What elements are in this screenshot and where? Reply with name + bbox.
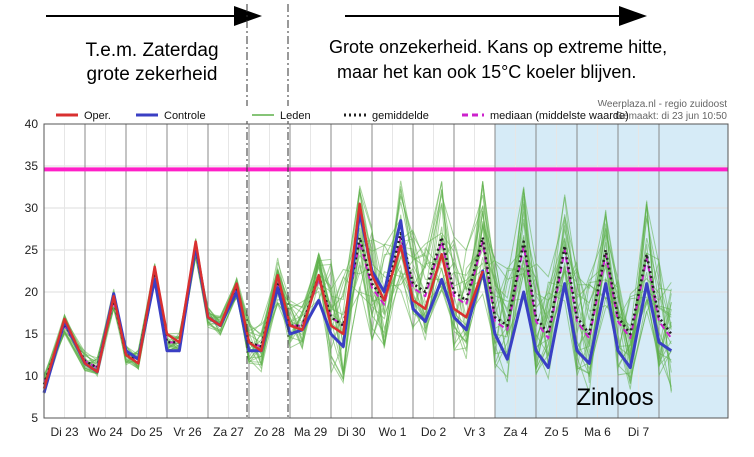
y-tick-20: 20 xyxy=(25,285,39,299)
legend-label-gemiddelde: gemiddelde xyxy=(372,110,429,122)
x-tick-4: Za 27 xyxy=(213,425,244,439)
y-tick-30: 30 xyxy=(25,201,39,215)
period-separators xyxy=(246,4,289,418)
credit-date: Gemaakt: di 23 jun 10:50 xyxy=(615,111,727,122)
plot-frame xyxy=(43,123,729,419)
series-oper xyxy=(42,202,484,389)
x-tick-8: Wo 1 xyxy=(379,425,407,439)
y-tick-10: 10 xyxy=(25,369,39,383)
x-tick-11: Za 4 xyxy=(503,425,527,439)
x-tick-1: Wo 24 xyxy=(88,425,123,439)
right-annotation-line1: Grote onzekerheid. Kans op extreme hitte… xyxy=(329,37,667,57)
axes: 5 10 15 20 25 30 35 40 Di 23 Wo 24 Do 25 Vr 26 Za 27… xyxy=(25,117,729,439)
legend-bg xyxy=(45,106,605,121)
x-tick-3: Vr 26 xyxy=(173,425,202,439)
y-tick-25: 25 xyxy=(25,243,39,257)
y-tick-5: 5 xyxy=(31,411,38,425)
legend-label-oper: Oper. xyxy=(84,110,111,122)
series-lines xyxy=(42,202,673,394)
x-tick-6: Ma 29 xyxy=(294,425,328,439)
y-tick-15: 15 xyxy=(25,327,39,341)
credit-source: Weerplaza.nl - regio zuidoost xyxy=(598,99,728,110)
left-annotation-line1: T.e.m. Zaterdag xyxy=(85,40,218,61)
x-tick-10: Vr 3 xyxy=(464,425,486,439)
left-annotation-line2: grote zekerheid xyxy=(87,64,218,85)
x-tick-0: Di 23 xyxy=(50,425,78,439)
y-tick-35: 35 xyxy=(25,159,39,173)
x-tick-9: Do 2 xyxy=(421,425,447,439)
legend: Oper. Controle Leden gemiddelde mediaan (mid… xyxy=(45,106,629,122)
x-tick-2: Do 25 xyxy=(130,425,162,439)
right-annotation-line2: maar het kan ook 15°C koeler blijven. xyxy=(337,62,636,82)
x-tick-7: Di 30 xyxy=(337,425,365,439)
zinloos-label: Zinloos xyxy=(576,384,653,411)
x-tick-14: Di 7 xyxy=(628,425,650,439)
x-tick-13: Ma 6 xyxy=(584,425,611,439)
series-gemiddelde xyxy=(42,231,673,385)
y-tick-40: 40 xyxy=(25,117,39,131)
x-tick-5: Zo 28 xyxy=(254,425,285,439)
x-tick-12: Zo 5 xyxy=(544,425,568,439)
legend-label-mediaan: mediaan (middelste waarde) xyxy=(490,110,629,122)
legend-label-controle: Controle xyxy=(164,110,206,122)
legend-label-leden: Leden xyxy=(280,110,311,122)
